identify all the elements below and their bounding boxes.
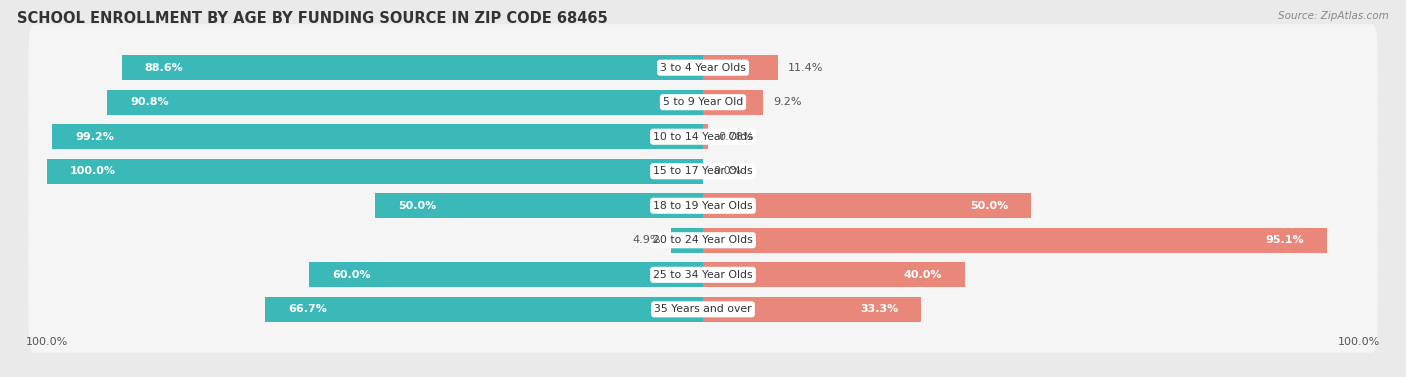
Bar [309, 262, 703, 287]
Bar [703, 124, 709, 149]
Text: 0.78%: 0.78% [718, 132, 754, 142]
FancyBboxPatch shape [28, 231, 1378, 318]
Text: 18 to 19 Year Olds: 18 to 19 Year Olds [654, 201, 752, 211]
FancyBboxPatch shape [28, 128, 1378, 215]
Text: 40.0%: 40.0% [904, 270, 942, 280]
Bar [266, 297, 703, 322]
Text: 50.0%: 50.0% [970, 201, 1008, 211]
Text: 33.3%: 33.3% [860, 304, 898, 314]
Bar [671, 228, 703, 253]
Bar [122, 55, 703, 80]
Text: 35 Years and over: 35 Years and over [654, 304, 752, 314]
Bar [107, 90, 703, 115]
Text: 20 to 24 Year Olds: 20 to 24 Year Olds [654, 235, 752, 245]
FancyBboxPatch shape [28, 162, 1378, 249]
FancyBboxPatch shape [28, 59, 1378, 146]
Text: 5 to 9 Year Old: 5 to 9 Year Old [662, 97, 744, 107]
Text: Source: ZipAtlas.com: Source: ZipAtlas.com [1278, 11, 1389, 21]
Text: 25 to 34 Year Olds: 25 to 34 Year Olds [654, 270, 752, 280]
Bar [703, 228, 1327, 253]
Text: 11.4%: 11.4% [787, 63, 823, 73]
Text: 95.1%: 95.1% [1265, 235, 1303, 245]
Bar [703, 55, 778, 80]
FancyBboxPatch shape [28, 24, 1378, 111]
Text: 4.9%: 4.9% [633, 235, 661, 245]
Bar [46, 159, 703, 184]
Text: SCHOOL ENROLLMENT BY AGE BY FUNDING SOURCE IN ZIP CODE 68465: SCHOOL ENROLLMENT BY AGE BY FUNDING SOUR… [17, 11, 607, 26]
Text: 66.7%: 66.7% [288, 304, 328, 314]
Text: 88.6%: 88.6% [145, 63, 183, 73]
Bar [52, 124, 703, 149]
Text: 99.2%: 99.2% [75, 132, 114, 142]
Bar [703, 297, 921, 322]
Text: 10 to 14 Year Olds: 10 to 14 Year Olds [654, 132, 752, 142]
Bar [703, 193, 1031, 218]
Bar [703, 90, 763, 115]
Text: 50.0%: 50.0% [398, 201, 436, 211]
Text: 3 to 4 Year Olds: 3 to 4 Year Olds [659, 63, 747, 73]
Text: 100.0%: 100.0% [70, 166, 115, 176]
Text: 15 to 17 Year Olds: 15 to 17 Year Olds [654, 166, 752, 176]
Bar [375, 193, 703, 218]
FancyBboxPatch shape [28, 266, 1378, 353]
FancyBboxPatch shape [28, 197, 1378, 284]
FancyBboxPatch shape [28, 93, 1378, 180]
Bar [703, 262, 966, 287]
Text: 60.0%: 60.0% [332, 270, 371, 280]
Text: 9.2%: 9.2% [773, 97, 801, 107]
Text: 90.8%: 90.8% [131, 97, 169, 107]
Text: 0.0%: 0.0% [713, 166, 741, 176]
